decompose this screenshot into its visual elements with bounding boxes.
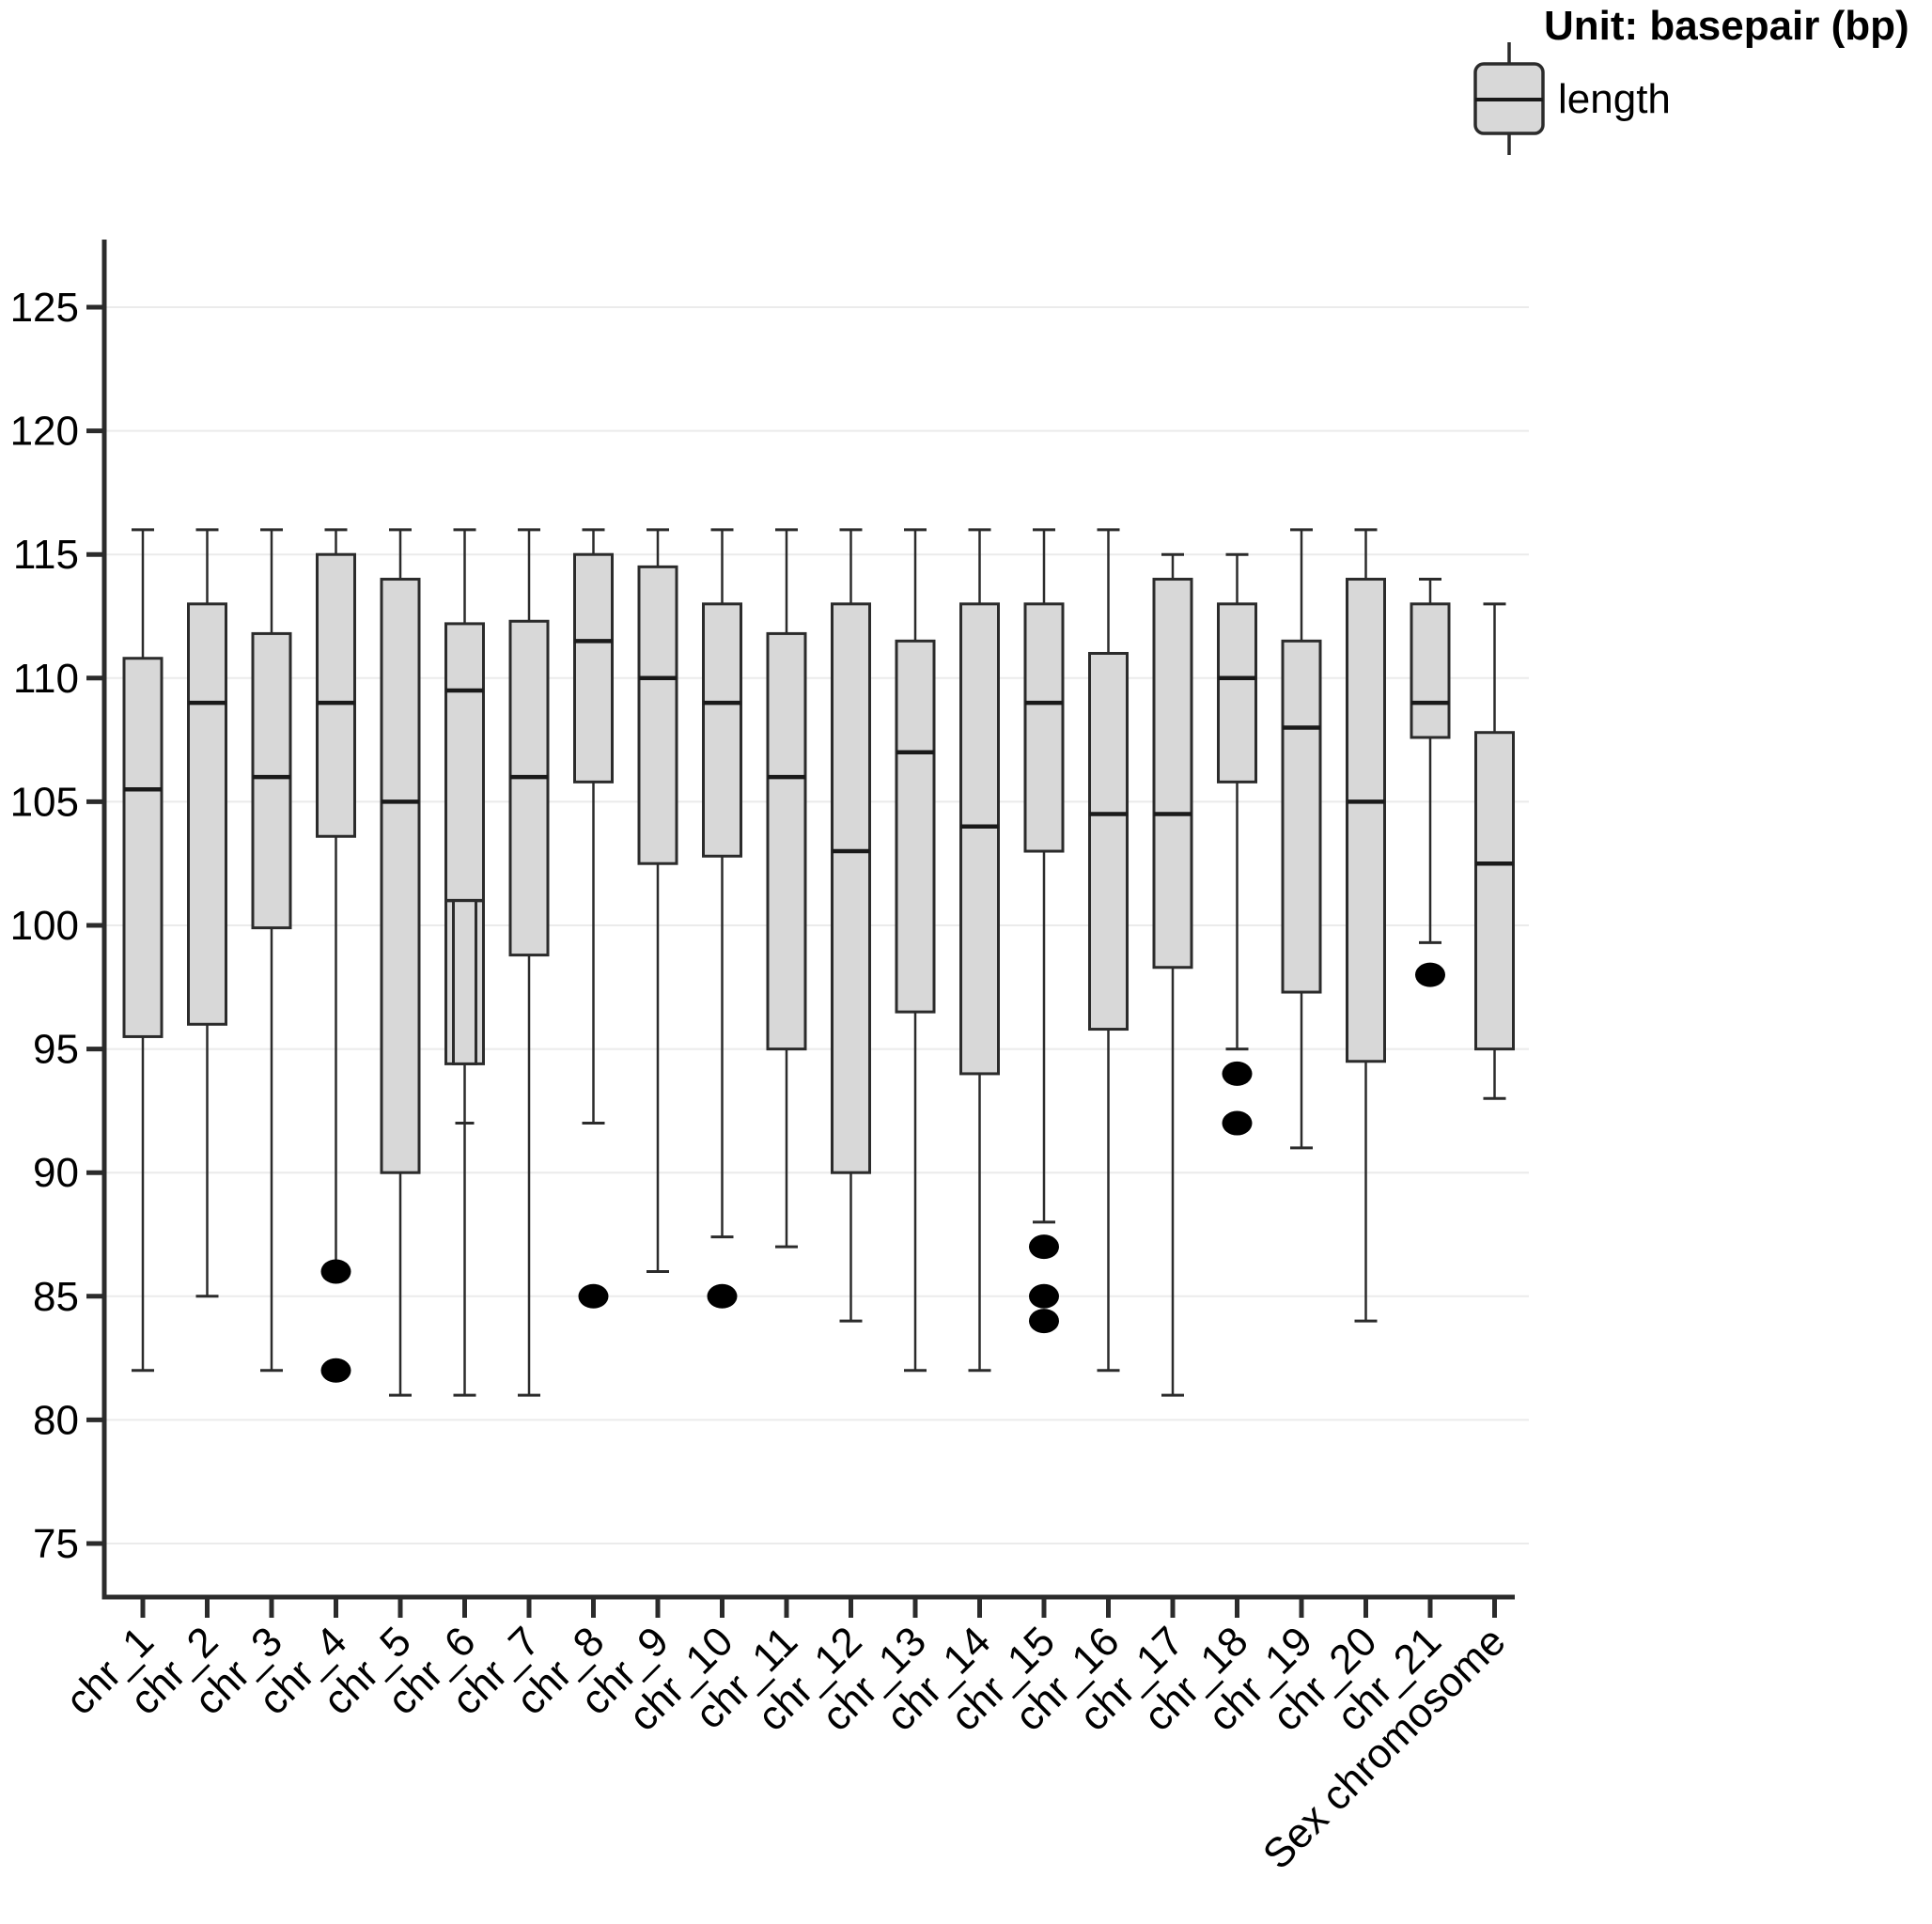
outlier-point bbox=[1029, 1283, 1059, 1309]
outlier-point bbox=[578, 1283, 609, 1309]
box-chr_7 bbox=[508, 528, 550, 1397]
box-chr_14 bbox=[959, 528, 1000, 1373]
box-chr_21 bbox=[1410, 578, 1451, 987]
legend-item-label: length bbox=[1558, 76, 1671, 122]
box-chr_9 bbox=[637, 528, 678, 1273]
box-chr_3 bbox=[251, 528, 292, 1373]
inner-box bbox=[452, 899, 477, 1065]
iqr-box bbox=[1410, 602, 1451, 739]
iqr-box bbox=[1346, 578, 1386, 1063]
iqr-box bbox=[1474, 731, 1515, 1051]
y-tick-label: 105 bbox=[10, 779, 79, 825]
y-tick-label: 115 bbox=[13, 532, 79, 578]
box-sex-chromosome bbox=[1474, 602, 1515, 1100]
y-tick-label: 75 bbox=[33, 1521, 79, 1567]
iqr-box bbox=[1152, 578, 1193, 970]
iqr-box bbox=[959, 602, 1000, 1076]
outlier-point bbox=[707, 1283, 738, 1309]
legend: Unit: basepair (bp) length bbox=[1473, 3, 1909, 155]
box-chr_6 bbox=[444, 528, 485, 1397]
box-chr_19 bbox=[1281, 528, 1322, 1150]
box-chr_4 bbox=[316, 528, 356, 1383]
iqr-box bbox=[316, 552, 356, 838]
box-chr_15 bbox=[1023, 528, 1065, 1334]
iqr-box bbox=[766, 631, 807, 1051]
axes: 7580859095100105110115120125chr_1chr_2ch… bbox=[10, 240, 1515, 1878]
box-chr_13 bbox=[895, 528, 936, 1373]
iqr-box bbox=[1217, 602, 1257, 784]
y-tick-label: 120 bbox=[10, 409, 79, 455]
iqr-box bbox=[122, 657, 164, 1038]
iqr-box bbox=[1023, 602, 1065, 853]
box-chr_11 bbox=[766, 528, 807, 1249]
iqr-box bbox=[895, 639, 936, 1014]
box-chr_20 bbox=[1346, 528, 1386, 1323]
legend-key-boxplot-glyph bbox=[1473, 42, 1545, 155]
iqr-box bbox=[187, 602, 227, 1026]
outlier-point bbox=[320, 1259, 351, 1284]
iqr-box bbox=[380, 578, 421, 1174]
iqr-box bbox=[702, 602, 742, 858]
iqr-box bbox=[251, 631, 292, 930]
outlier-point bbox=[1029, 1234, 1059, 1260]
box-chr_5 bbox=[380, 528, 421, 1397]
box-chr_1 bbox=[122, 528, 164, 1373]
outlier-point bbox=[1222, 1110, 1253, 1136]
outlier-point bbox=[1222, 1061, 1253, 1086]
y-tick-label: 85 bbox=[33, 1274, 79, 1320]
box-chr_17 bbox=[1152, 552, 1193, 1397]
y-tick-label: 125 bbox=[10, 285, 79, 331]
box-chr_18 bbox=[1217, 552, 1257, 1136]
legend-title: Unit: basepair (bp) bbox=[1544, 3, 1909, 49]
box-chr_12 bbox=[831, 528, 871, 1323]
box-chr_2 bbox=[187, 528, 227, 1298]
iqr-box bbox=[1088, 651, 1129, 1032]
iqr-box bbox=[831, 602, 871, 1174]
outlier-point bbox=[1415, 962, 1445, 987]
box-chr_16 bbox=[1088, 528, 1129, 1373]
y-tick-label: 80 bbox=[33, 1397, 79, 1443]
box-chr_10 bbox=[702, 528, 742, 1309]
y-tick-label: 95 bbox=[33, 1027, 79, 1073]
y-tick-label: 100 bbox=[10, 903, 79, 949]
iqr-box bbox=[508, 619, 550, 957]
iqr-box bbox=[1281, 639, 1322, 994]
box-chr_8 bbox=[573, 528, 614, 1309]
outlier-point bbox=[320, 1358, 351, 1383]
iqr-box bbox=[637, 565, 678, 865]
y-tick-label: 90 bbox=[33, 1150, 79, 1196]
y-tick-label: 110 bbox=[13, 656, 79, 702]
boxplots bbox=[122, 528, 1515, 1397]
iqr-box bbox=[573, 552, 614, 784]
outlier-point bbox=[1029, 1309, 1059, 1334]
